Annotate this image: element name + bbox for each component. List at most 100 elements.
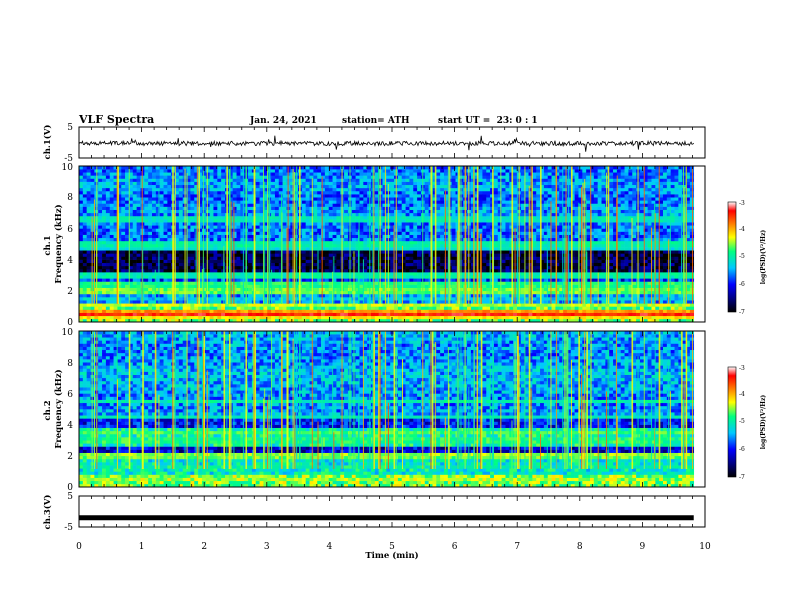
spectrogram-cell <box>79 309 84 313</box>
spectrogram-cell <box>294 315 299 320</box>
spectrogram-cell <box>190 259 195 264</box>
spectrogram-cell <box>194 315 199 320</box>
spectrogram-cell <box>305 190 310 195</box>
spectrogram-cell <box>374 315 379 320</box>
spectrogram-cell <box>198 315 203 320</box>
spectrogram-cell <box>436 181 441 186</box>
spectrogram-cell <box>440 278 445 282</box>
spectrogram-cell <box>82 169 87 173</box>
spectrogram-cell <box>190 272 195 276</box>
spectrogram-cell <box>259 253 264 257</box>
spectrogram-cell <box>205 281 210 285</box>
spectrogram-cell <box>397 278 403 282</box>
spectrogram-cell <box>175 187 180 192</box>
spectrogram-cell <box>417 315 422 320</box>
spectrogram-cell <box>205 190 210 195</box>
spectrogram-cell <box>144 222 149 226</box>
spectrogram-cell <box>198 172 203 176</box>
spectrogram-cell <box>274 190 280 195</box>
spectrogram-cell <box>424 200 429 204</box>
spectrogram-cell <box>390 215 395 220</box>
spectrogram-cell <box>332 237 337 242</box>
spectrogram-cell <box>128 231 134 235</box>
spectrogram-cell <box>409 262 414 267</box>
spectrogram-cell <box>175 315 180 320</box>
spectrogram-cell <box>374 303 379 307</box>
spectrogram-cell <box>374 256 379 260</box>
spectrogram-cell <box>190 240 195 245</box>
spectrogram-cell <box>128 256 134 260</box>
spectrogram-cell <box>397 265 403 270</box>
spectrogram-cell <box>259 237 264 242</box>
spectrogram-cell <box>128 228 134 232</box>
spectrogram-cell <box>274 262 280 267</box>
spectrogram-cell <box>105 284 111 288</box>
spectrogram-cell <box>440 293 445 298</box>
spectrogram-cell <box>413 190 418 195</box>
spectrogram-cell <box>144 231 149 235</box>
spectrogram-cell <box>432 222 437 226</box>
spectrogram-cell <box>175 265 180 270</box>
spectrogram-cell <box>290 228 295 232</box>
spectrogram-cell <box>378 228 383 232</box>
spectrogram-cell <box>336 181 341 186</box>
spectrogram-cell <box>317 290 322 295</box>
spectrogram-cell <box>175 244 180 248</box>
spectrogram-cell <box>440 281 445 285</box>
spectrogram-cell <box>175 290 180 295</box>
spectrogram-cell <box>367 265 372 270</box>
spectrogram-cell <box>405 166 410 170</box>
spectrogram-cell <box>167 272 172 276</box>
spectrogram-cell <box>324 178 330 182</box>
spectrogram-cell <box>321 284 326 288</box>
spectrogram-cell <box>367 278 372 282</box>
spectrogram-cell <box>236 312 241 317</box>
spectrogram-cell <box>209 237 214 242</box>
spectrogram-cell <box>148 212 153 217</box>
spectrogram-cell <box>359 293 364 298</box>
spectrogram-cell <box>132 290 137 295</box>
spectrogram-cell <box>117 250 122 254</box>
spectrogram-cell <box>255 225 260 229</box>
spectrogram-cell <box>413 184 418 189</box>
spectrogram-cell <box>359 278 364 282</box>
spectrogram-cell <box>321 184 326 189</box>
spectrogram-cell <box>121 175 126 179</box>
spectrogram-cell <box>217 315 222 320</box>
spectrogram-cell <box>301 228 306 232</box>
spectrogram-cell <box>436 200 441 204</box>
spectrogram-cell <box>144 166 149 170</box>
spectrogram-cell <box>317 315 322 320</box>
spectrogram-cell <box>113 197 118 201</box>
spectrogram-cell <box>213 253 218 257</box>
spectrogram-cell <box>424 275 429 279</box>
spectrogram-cell <box>186 172 191 176</box>
spectrogram-cell <box>259 265 264 270</box>
spectrogram-cell <box>278 231 283 235</box>
spectrogram-cell <box>309 197 314 201</box>
spectrogram-cell <box>344 206 349 210</box>
spectrogram-cell <box>321 190 326 195</box>
spectrogram-cell <box>128 262 134 267</box>
spectrogram-cell <box>251 306 257 310</box>
spectrogram-cell <box>121 275 126 279</box>
spectrogram-cell <box>102 231 107 235</box>
spectrogram-cell <box>328 244 333 248</box>
spectrogram-cell <box>163 290 168 295</box>
spectrogram-cell <box>290 253 295 257</box>
spectrogram-cell <box>324 297 330 301</box>
spectrogram-cell <box>382 178 387 182</box>
spectrogram-cell <box>240 178 245 182</box>
spectrogram-cell <box>409 237 414 242</box>
spectrogram-cell <box>113 244 118 248</box>
spectrogram-cell <box>432 212 437 217</box>
spectrogram-cell <box>128 259 134 264</box>
spectrogram-cell <box>236 284 241 288</box>
spectrogram-cell <box>382 190 387 195</box>
spectrogram-cell <box>432 184 437 189</box>
spectrogram-cell <box>367 234 372 239</box>
spectrogram-cell <box>282 184 287 189</box>
spectrogram-cell <box>159 278 164 282</box>
spectrogram-cell <box>198 240 203 245</box>
spectrogram-cell <box>409 265 414 270</box>
